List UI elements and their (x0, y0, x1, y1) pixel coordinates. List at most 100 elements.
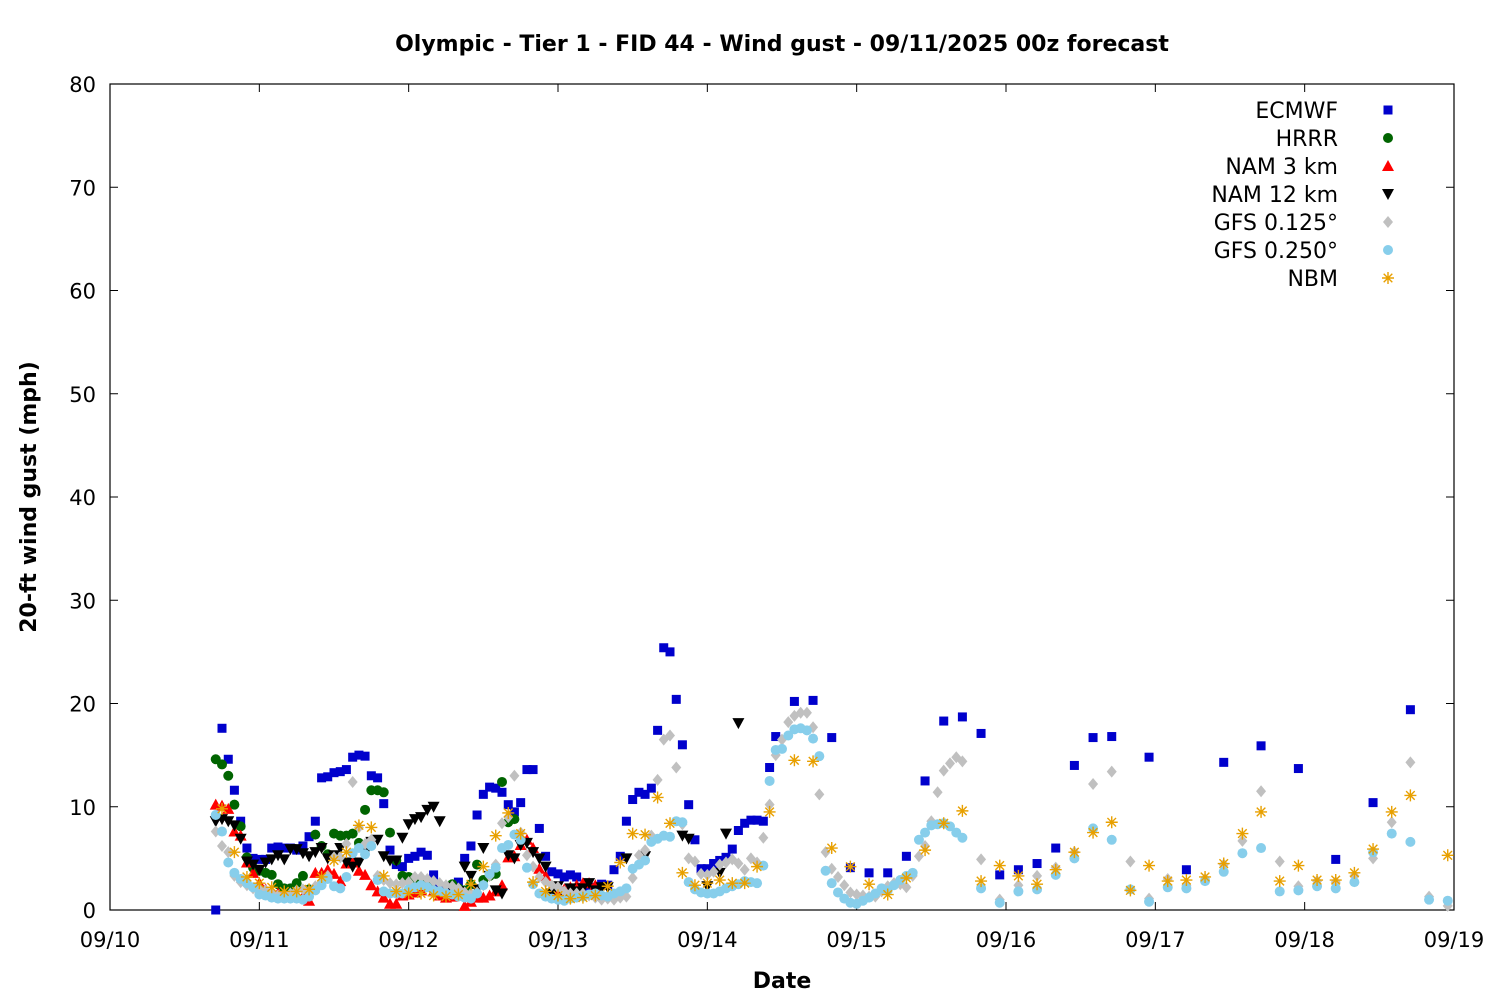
data-point (533, 862, 546, 874)
data-point (957, 712, 967, 722)
data-point (217, 839, 227, 852)
data-point (614, 856, 627, 869)
data-point (901, 881, 912, 894)
series-3 (209, 718, 745, 901)
data-point (410, 851, 420, 861)
data-point (240, 856, 253, 868)
data-point (789, 696, 799, 706)
data-point (820, 865, 831, 876)
data-point (365, 821, 378, 834)
data-point (733, 825, 743, 835)
data-point (278, 885, 291, 898)
data-point (689, 855, 700, 868)
data-point (844, 860, 857, 873)
y-axis-label: 20-ft wind gust (mph) (17, 361, 42, 633)
data-point (509, 807, 519, 817)
data-point (727, 844, 737, 854)
data-point (217, 826, 227, 837)
data-point (1143, 859, 1156, 872)
data-point (466, 841, 476, 851)
data-point (833, 887, 843, 898)
data-point (826, 878, 837, 889)
data-point (733, 857, 744, 870)
data-point (248, 853, 258, 863)
data-point (701, 877, 714, 890)
data-point (229, 785, 239, 795)
data-point (783, 730, 794, 741)
data-point (490, 862, 501, 873)
data-point (1331, 854, 1341, 864)
data-point (1273, 875, 1286, 888)
data-point (397, 862, 407, 872)
data-point (609, 865, 619, 875)
data-point (453, 877, 463, 887)
data-point (1441, 849, 1454, 862)
data-point (1368, 798, 1378, 808)
data-point (485, 782, 495, 792)
legend-label: HRRR (1276, 127, 1338, 152)
data-point (1162, 882, 1173, 893)
data-point (709, 859, 719, 869)
data-point (665, 647, 675, 657)
data-point (801, 706, 812, 719)
data-point (335, 883, 346, 894)
data-point (932, 786, 943, 799)
data-point (404, 853, 414, 863)
data-point (1088, 778, 1099, 791)
data-point (1256, 843, 1267, 854)
data-point (938, 764, 949, 777)
data-point (290, 844, 303, 856)
data-point (788, 754, 801, 767)
data-point (539, 861, 552, 873)
data-point (335, 767, 345, 777)
data-point (684, 800, 694, 810)
legend-label: ECMWF (1255, 99, 1338, 124)
data-point (1293, 885, 1304, 896)
data-point (309, 847, 322, 859)
data-point (589, 889, 602, 902)
data-point (839, 879, 850, 892)
data-point (341, 765, 351, 775)
data-point (993, 859, 1006, 872)
data-point (317, 773, 327, 783)
data-point (1405, 705, 1415, 715)
data-point (975, 875, 988, 888)
data-point (508, 853, 521, 865)
x-axis-label: Date (753, 969, 812, 994)
data-point (236, 816, 246, 826)
data-point (254, 854, 264, 864)
data-point (1049, 863, 1062, 876)
data-point (664, 817, 676, 830)
data-point (900, 871, 913, 884)
data-point (1032, 859, 1042, 869)
data-point (1012, 869, 1025, 882)
data-point (316, 880, 327, 891)
data-point (957, 832, 968, 843)
data-point (1274, 855, 1285, 868)
data-point (478, 789, 488, 799)
data-point (390, 855, 403, 867)
data-point (738, 877, 751, 890)
data-point (976, 728, 986, 738)
data-point (1180, 874, 1193, 887)
data-point (521, 862, 532, 873)
data-point (601, 880, 614, 893)
data-point (1181, 883, 1192, 894)
data-point (957, 755, 968, 768)
data-point (421, 804, 434, 816)
data-point (1088, 733, 1098, 743)
y-axis: 0 10 20 30 40 50 60 70 80 (69, 73, 1454, 923)
data-point (764, 775, 775, 786)
data-point (1236, 827, 1249, 840)
data-point (820, 846, 831, 859)
data-point (671, 694, 681, 704)
data-point (1069, 760, 1079, 770)
data-point (1256, 785, 1267, 798)
data-point (427, 801, 440, 813)
data-point (713, 874, 726, 887)
data-point (396, 832, 409, 844)
data-point (1386, 816, 1397, 829)
data-point (1124, 884, 1137, 897)
data-point (366, 840, 377, 851)
